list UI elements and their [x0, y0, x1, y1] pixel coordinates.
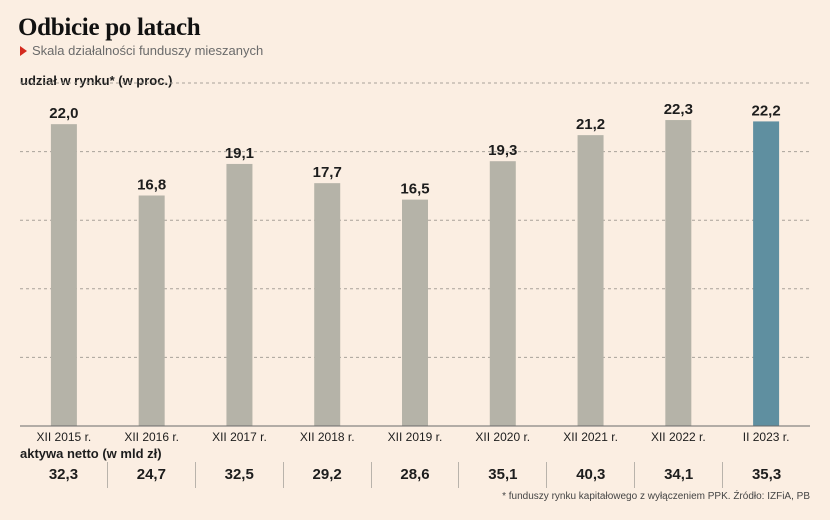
net-assets-value: 24,7 [108, 462, 196, 488]
bar [50, 124, 77, 426]
category-label: XII 2022 r. [651, 430, 706, 444]
net-assets-row: 32,3 24,7 32,5 29,2 28,6 35,1 40,3 34,1 35,3 [20, 462, 810, 488]
category-label: XII 2015 r. [37, 430, 92, 444]
bar [577, 135, 604, 427]
bar-value-label: 16,8 [137, 177, 166, 194]
net-assets-value: 35,3 [751, 466, 782, 483]
net-assets-label: aktywa netto (w mld zł) [20, 446, 162, 461]
footnote: * funduszy rynku kapitałowego z wyłączen… [502, 491, 810, 502]
chart-subtitle: Skala działalności funduszy mieszanych [20, 43, 263, 58]
chart-title: Odbicie po latach [18, 14, 201, 41]
bar-value-label: 21,2 [576, 116, 605, 133]
bar [402, 199, 428, 426]
y-axis-label: udział w rynku* (w proc.) [20, 73, 173, 88]
bar [138, 195, 165, 426]
bar-value-label: 17,7 [313, 164, 342, 181]
bar [753, 121, 780, 426]
bar [489, 161, 516, 427]
category-label: XII 2018 r. [300, 430, 355, 444]
bar [226, 163, 253, 426]
bar-chart: 22,0 XII 2015 r. 16,8 XII 2016 r. 19,1 XII 20… [20, 82, 810, 444]
category-label: XII 2016 r. [124, 430, 179, 444]
category-label: XII 2017 r. [212, 430, 267, 444]
category-label: XII 2021 r. [563, 430, 618, 444]
category-label: XII 2019 r. [388, 430, 443, 444]
category-label: II 2023 r. [743, 430, 790, 444]
bar-value-label: 22,2 [752, 102, 781, 119]
net-assets-value: 34,1 [635, 462, 724, 488]
subtitle-text: Skala działalności funduszy mieszanych [32, 43, 264, 58]
net-assets-value: 32,5 [196, 462, 284, 488]
net-assets-value: 40,3 [547, 462, 636, 488]
bar-value-label: 19,3 [488, 142, 517, 159]
bar-value-label: 22,3 [664, 101, 693, 118]
category-label: XII 2020 r. [475, 430, 530, 444]
bar-value-label: 22,0 [49, 105, 78, 122]
net-assets-value: 29,2 [284, 462, 372, 488]
triangle-bullet-icon [20, 45, 27, 56]
bar [314, 183, 341, 426]
net-assets-value: 28,6 [372, 462, 460, 488]
net-assets-value: 32,3 [20, 462, 108, 488]
bar-value-label: 19,1 [225, 145, 254, 162]
bar-value-label: 16,5 [400, 181, 429, 198]
bar [665, 120, 692, 426]
net-assets-value: 35,1 [459, 462, 548, 488]
